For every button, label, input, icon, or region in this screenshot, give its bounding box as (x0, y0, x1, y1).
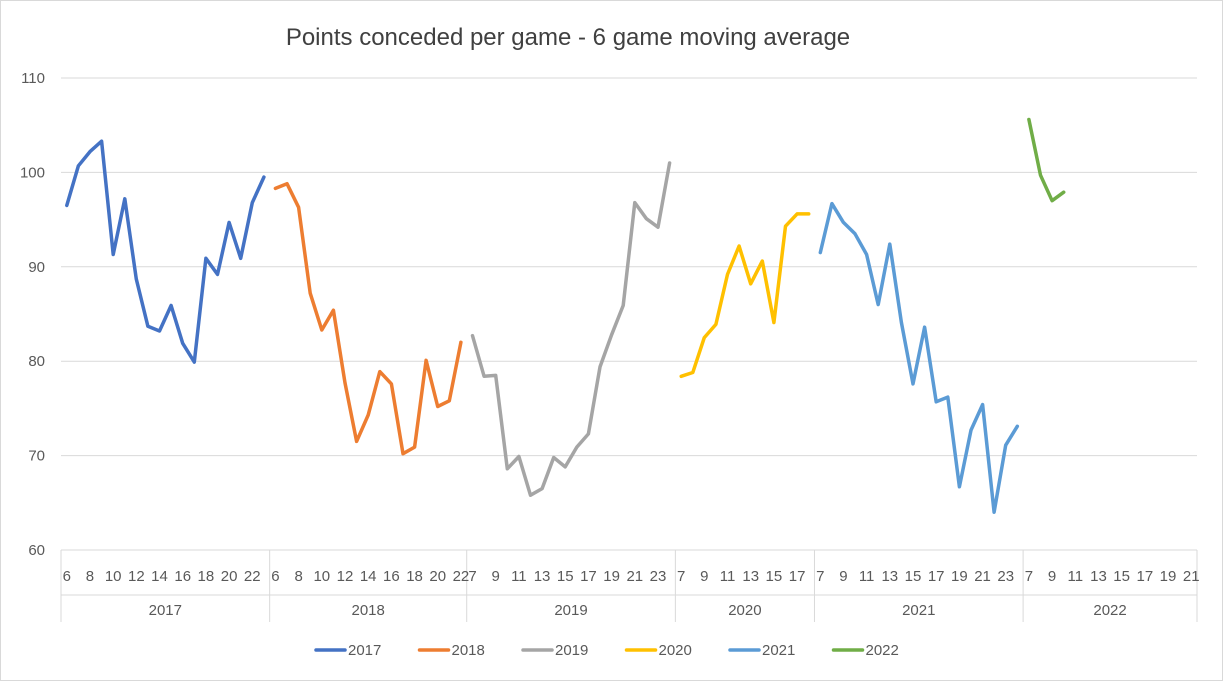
gridlines (61, 77, 1197, 551)
x-year-label: 2018 (351, 602, 384, 619)
y-tick-label: 100 (20, 164, 45, 181)
x-tick-label: 14 (360, 568, 377, 585)
x-tick-label: 11 (720, 568, 736, 585)
series-line-2017 (65, 139, 266, 364)
series-line-2018 (273, 181, 463, 456)
chart-title: Points conceded per game - 6 game moving… (286, 24, 850, 51)
series-lines (65, 117, 1066, 514)
legend-item-2018[interactable]: 2018 (417, 642, 485, 659)
x-tick-label: 15 (905, 568, 922, 585)
x-tick-label: 21 (1183, 568, 1200, 585)
x-tick-label: 6 (271, 568, 279, 585)
x-tick-label: 20 (429, 568, 446, 585)
x-year-label: 2017 (149, 602, 182, 619)
x-tick-label: 11 (511, 568, 527, 585)
x-tick-label: 11 (859, 568, 875, 585)
x-tick-label: 15 (1113, 568, 1130, 585)
legend-item-2022[interactable]: 2022 (831, 642, 899, 659)
x-tick-label: 22 (453, 568, 470, 585)
legend[interactable]: 2017 2018 2019 2020 2021 2022 (314, 642, 899, 659)
x-tick-label: 13 (1090, 568, 1107, 585)
legend-item-2019[interactable]: 2019 (521, 642, 588, 659)
x-tick-label: 7 (816, 568, 824, 585)
x-tick-label: 23 (650, 568, 667, 585)
y-tick-label: 90 (28, 259, 45, 276)
legend-label: 2018 (452, 642, 485, 659)
x-year-label: 2020 (728, 602, 761, 619)
series-line-2020 (679, 212, 811, 379)
legend-label: 2019 (555, 642, 588, 659)
x-tick-label: 17 (580, 568, 597, 585)
series-line-2021 (818, 201, 1020, 514)
x-tick-label: 20 (221, 568, 238, 585)
x-tick-label: 17 (1136, 568, 1153, 585)
x-tick-label: 7 (677, 568, 685, 585)
legend-label: 2017 (348, 642, 381, 659)
y-axis: 60 70 80 90 100 110 (20, 70, 45, 559)
x-tick-label: 7 (1025, 568, 1033, 585)
x-tick-label: 19 (603, 568, 620, 585)
x-tick-label: 15 (557, 568, 574, 585)
x-tick-label: 8 (294, 568, 302, 585)
x-tick-label: 21 (974, 568, 991, 585)
legend-item-2017[interactable]: 2017 (314, 642, 381, 659)
x-tick-label: 23 (997, 568, 1014, 585)
x-tick-label: 16 (383, 568, 400, 585)
x-tick-label: 14 (151, 568, 168, 585)
series-line-2022 (1027, 117, 1066, 203)
x-tick-label: 13 (881, 568, 898, 585)
x-tick-label: 18 (198, 568, 215, 585)
x-tick-label: 12 (128, 568, 145, 585)
x-tick-label: 10 (105, 568, 122, 585)
x-tick-label: 9 (839, 568, 847, 585)
y-tick-label: 110 (21, 70, 45, 87)
x-tick-label: 12 (337, 568, 354, 585)
x-tick-label: 18 (406, 568, 423, 585)
y-tick-label: 60 (28, 542, 45, 559)
y-tick-label: 70 (28, 448, 45, 465)
series-line-2019 (470, 161, 672, 497)
x-year-label: 2022 (1093, 602, 1126, 619)
x-tick-label: 13 (742, 568, 759, 585)
x-tick-label: 16 (174, 568, 191, 585)
x-tick-label: 17 (789, 568, 806, 585)
legend-label: 2021 (762, 642, 795, 659)
x-tick-label: 13 (534, 568, 551, 585)
x-tick-label: 9 (1048, 568, 1056, 585)
x-tick-label: 8 (86, 568, 94, 585)
legend-item-2020[interactable]: 2020 (624, 642, 692, 659)
x-tick-label: 11 (1067, 568, 1083, 585)
x-tick-label: 15 (766, 568, 783, 585)
x-tick-label: 17 (928, 568, 945, 585)
x-tick-label: 19 (951, 568, 968, 585)
x-tick-label: 21 (626, 568, 643, 585)
x-tick-label: 9 (492, 568, 500, 585)
x-year-label: 2019 (554, 602, 587, 619)
legend-label: 2020 (659, 642, 692, 659)
legend-item-2021[interactable]: 2021 (728, 642, 795, 659)
x-year-label: 2021 (902, 602, 935, 619)
x-tick-label: 22 (244, 568, 261, 585)
x-tick-label: 10 (313, 568, 330, 585)
legend-label: 2022 (866, 642, 899, 659)
x-tick-label: 9 (700, 568, 708, 585)
x-tick-label: 6 (63, 568, 71, 585)
y-tick-label: 80 (28, 353, 45, 370)
x-tick-label: 19 (1160, 568, 1177, 585)
x-tick-label: 7 (468, 568, 476, 585)
